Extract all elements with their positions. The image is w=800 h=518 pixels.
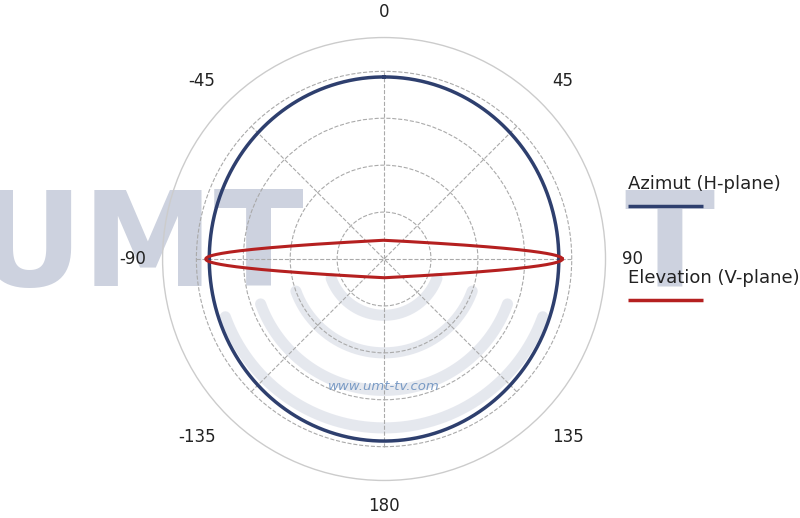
Text: -135: -135: [178, 427, 215, 445]
Text: -90: -90: [119, 250, 146, 268]
Text: Azimut (H-plane): Azimut (H-plane): [628, 175, 781, 193]
Text: 135: 135: [553, 427, 584, 445]
Text: 0: 0: [378, 3, 390, 21]
Text: T: T: [624, 186, 714, 313]
Text: UMT: UMT: [0, 186, 305, 313]
Text: 45: 45: [553, 73, 574, 91]
Text: www.umt-tv.com: www.umt-tv.com: [328, 380, 440, 393]
Text: Elevation (V-plane): Elevation (V-plane): [628, 269, 800, 287]
Text: -45: -45: [189, 73, 215, 91]
Text: 180: 180: [368, 497, 400, 515]
Text: 90: 90: [622, 250, 643, 268]
